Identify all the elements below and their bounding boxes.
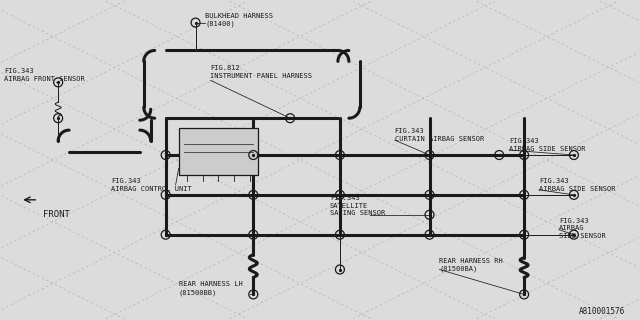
Text: FIG.343
AIRBAG SIDE SENSOR: FIG.343 AIRBAG SIDE SENSOR <box>509 138 586 152</box>
Text: REAR HARNESS RH
(81500BA): REAR HARNESS RH (81500BA) <box>440 258 503 272</box>
Text: FIG.343
CURTAIN AIRBAG SENSOR: FIG.343 CURTAIN AIRBAG SENSOR <box>395 128 484 142</box>
Text: FIG.343
AIRBAG CONTROL UNIT: FIG.343 AIRBAG CONTROL UNIT <box>111 178 191 192</box>
Text: A810001576: A810001576 <box>579 307 625 316</box>
Text: BULKHEAD HARNESS
(81400): BULKHEAD HARNESS (81400) <box>205 13 273 27</box>
Text: REAR HARNESS LH
(81500BB): REAR HARNESS LH (81500BB) <box>179 282 243 296</box>
Text: FRONT: FRONT <box>44 210 70 219</box>
Text: FIG.343
AIRBAG
SIDE SENSOR: FIG.343 AIRBAG SIDE SENSOR <box>559 218 605 239</box>
Text: FIG.343
SATELLITE
SAFING SENSOR: FIG.343 SATELLITE SAFING SENSOR <box>330 195 385 216</box>
Text: FIG.812
INSTRUMENT PANEL HARNESS: FIG.812 INSTRUMENT PANEL HARNESS <box>211 65 312 79</box>
Text: FIG.343
AIRBAG SIDE SENSOR: FIG.343 AIRBAG SIDE SENSOR <box>539 178 616 192</box>
Bar <box>179 128 259 175</box>
Text: FIG.343
AIRBAG FRONT SENSOR: FIG.343 AIRBAG FRONT SENSOR <box>4 68 85 82</box>
